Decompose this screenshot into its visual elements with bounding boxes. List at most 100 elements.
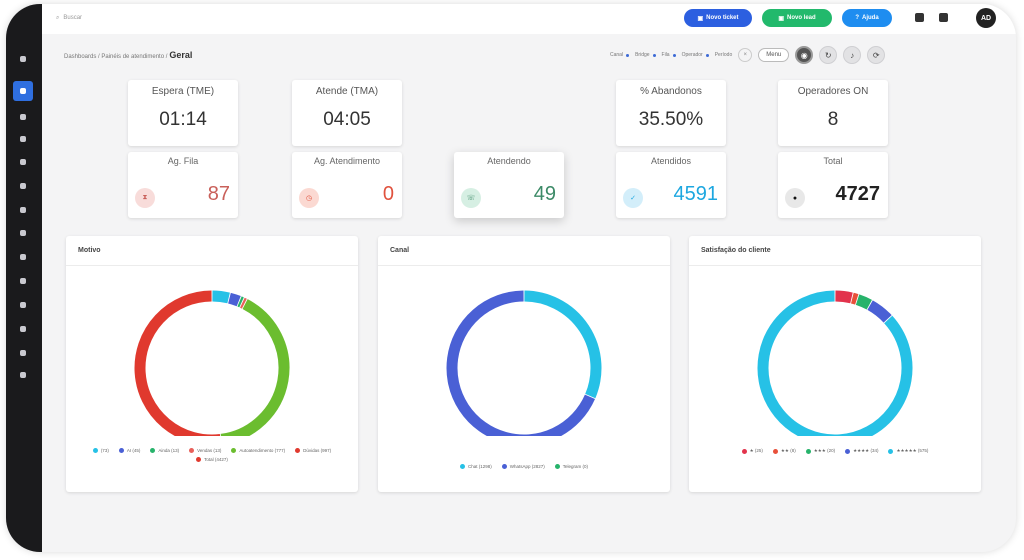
- stat-label: Total: [823, 156, 843, 166]
- campaign-icon[interactable]: [16, 250, 30, 264]
- chart-title: Canal: [378, 236, 670, 266]
- donut-slice[interactable]: [850, 292, 859, 305]
- stat-value: 4727: [835, 183, 881, 205]
- chat-bubble-icon[interactable]: [915, 13, 924, 22]
- donut-slice[interactable]: [228, 292, 241, 307]
- kpi-label: Operadores ON: [797, 86, 869, 97]
- lead-icon: ▣: [778, 15, 784, 22]
- legend-label: Telegram (0): [562, 464, 589, 469]
- legend-label: Vendas (13): [197, 448, 222, 453]
- legend-dot-icon: [231, 448, 237, 453]
- contacts-icon[interactable]: [16, 155, 30, 169]
- kpi-label: % Abandonos: [640, 86, 702, 97]
- clear-filters-button[interactable]: ×: [738, 48, 753, 62]
- stat-label: Ag. Atendimento: [313, 156, 381, 166]
- new-lead-button[interactable]: ▣ Novo lead: [762, 9, 832, 27]
- donut-slice[interactable]: [855, 294, 872, 310]
- chat-icon[interactable]: [16, 132, 30, 146]
- legend-item[interactable]: Autoatendimento (777): [231, 448, 285, 453]
- legend-item[interactable]: ★★ (8): [772, 448, 796, 454]
- donut-slice[interactable]: [134, 290, 221, 436]
- dashboard-icon[interactable]: [13, 81, 33, 101]
- tickets-icon[interactable]: [16, 179, 30, 193]
- filter-operador[interactable]: Operador: [682, 52, 709, 58]
- help-button[interactable]: ? Ajuda: [842, 9, 892, 27]
- legend-dot-icon: [888, 448, 894, 454]
- donut-slice[interactable]: [220, 299, 290, 436]
- donut-slice[interactable]: [524, 290, 602, 399]
- legend-dot-icon: [805, 448, 811, 454]
- help-icon[interactable]: [16, 368, 30, 382]
- files-icon[interactable]: [16, 298, 30, 312]
- donut-slice[interactable]: [212, 290, 230, 304]
- legend-dot-icon: [741, 448, 747, 454]
- legend-label: Autoatendimento (777): [239, 448, 286, 453]
- sync-button[interactable]: ⟳: [867, 46, 886, 64]
- legend-item[interactable]: ★★★ (20): [805, 448, 835, 454]
- filter-dot-icon: [705, 53, 709, 57]
- filter-bridge[interactable]: Bridge: [635, 52, 656, 58]
- page-title: Geral: [169, 50, 193, 60]
- legend-item[interactable]: ★ (25): [741, 448, 763, 454]
- calendar-icon[interactable]: [16, 203, 30, 217]
- filter-dot-icon: [626, 53, 630, 57]
- breadcrumb-path[interactable]: Dashboards / Painéis de atendimento /: [64, 54, 168, 60]
- donut-slice[interactable]: [835, 290, 853, 304]
- reports-icon[interactable]: [16, 226, 30, 240]
- donut-slice[interactable]: [867, 300, 892, 323]
- filter-label: Canal: [610, 52, 624, 58]
- filter-label: Operador: [681, 52, 703, 58]
- legend-item[interactable]: Telegram (0): [554, 464, 589, 469]
- inbox-icon[interactable]: [16, 110, 30, 124]
- donut-slice[interactable]: [446, 290, 596, 436]
- legend-item[interactable]: WhatsApp (2827): [501, 464, 545, 469]
- chart-legend: ★ (25) ★★ (8) ★★★ (20) ★★★★ (34) ★★★★★ (575): [729, 448, 941, 454]
- search-input[interactable]: ⌕ Buscar: [56, 10, 196, 26]
- chart-card-satisfacao: Satisfação do cliente ★ (25) ★★ (8) ★★★ (2…: [689, 236, 981, 492]
- headset-icon: ☏: [461, 188, 481, 208]
- legend-dot-icon: [295, 448, 301, 453]
- filter-periodo[interactable]: Período: [715, 52, 733, 58]
- legend-item[interactable]: AI (45): [118, 448, 140, 453]
- legend-dot-icon: [92, 448, 98, 453]
- view-toggle-button[interactable]: ◉: [795, 46, 814, 64]
- notifications-button[interactable]: ♪: [843, 46, 862, 64]
- filter-fila[interactable]: Fila: [662, 52, 676, 58]
- menu-button[interactable]: Menu: [758, 48, 790, 62]
- avatar[interactable]: AD: [976, 8, 996, 28]
- stat-card-total: Total ● 4727: [778, 152, 888, 218]
- legend-item[interactable]: ★★★★ (34): [845, 448, 878, 454]
- kpi-value: 04:05: [323, 109, 371, 130]
- kpi-card-tma: Atende (TMA) 04:05: [292, 80, 402, 146]
- help-btn-icon: ?: [855, 15, 859, 21]
- legend-dot-icon: [459, 464, 465, 469]
- integrations-icon[interactable]: [16, 322, 30, 336]
- legend-item[interactable]: ★★★★★ (575): [888, 448, 928, 454]
- donut-slice[interactable]: [240, 297, 247, 309]
- legend-item[interactable]: (73): [92, 448, 109, 453]
- chart-legend: Chat (1298) WhatsApp (2827) Telegram (0): [388, 464, 660, 469]
- legend-item[interactable]: Dúvidas (997): [295, 448, 331, 453]
- filter-canal[interactable]: Canal: [610, 52, 630, 58]
- legend-label: ★★★★ (34): [853, 448, 879, 453]
- kpi-value: 01:14: [159, 109, 207, 130]
- legend-dot-icon: [772, 448, 778, 454]
- legend-item[interactable]: Ainda (13): [150, 448, 179, 453]
- bell-icon[interactable]: [939, 13, 948, 22]
- stat-card-atendidos: Atendidos ✓ 4591: [616, 152, 726, 218]
- stat-value: 4591: [673, 183, 719, 205]
- new-ticket-button[interactable]: ▣ Novo ticket: [684, 9, 752, 27]
- donut-slice[interactable]: [237, 296, 244, 308]
- filter-dot-icon: [652, 53, 656, 57]
- legend-item[interactable]: Total (4427): [196, 457, 228, 462]
- legend-item[interactable]: Vendas (13): [189, 448, 221, 453]
- legend-item[interactable]: Chat (1298): [459, 464, 492, 469]
- menu-icon[interactable]: [16, 52, 30, 66]
- settings-icon[interactable]: [16, 346, 30, 360]
- hourglass-icon: ⧗: [135, 188, 155, 208]
- donut-slice[interactable]: [757, 290, 913, 436]
- legend-label: Chat (1298): [467, 464, 492, 469]
- refresh-button[interactable]: ↻: [819, 46, 838, 64]
- users-icon[interactable]: [16, 274, 30, 288]
- chart-title: Satisfação do cliente: [689, 236, 981, 266]
